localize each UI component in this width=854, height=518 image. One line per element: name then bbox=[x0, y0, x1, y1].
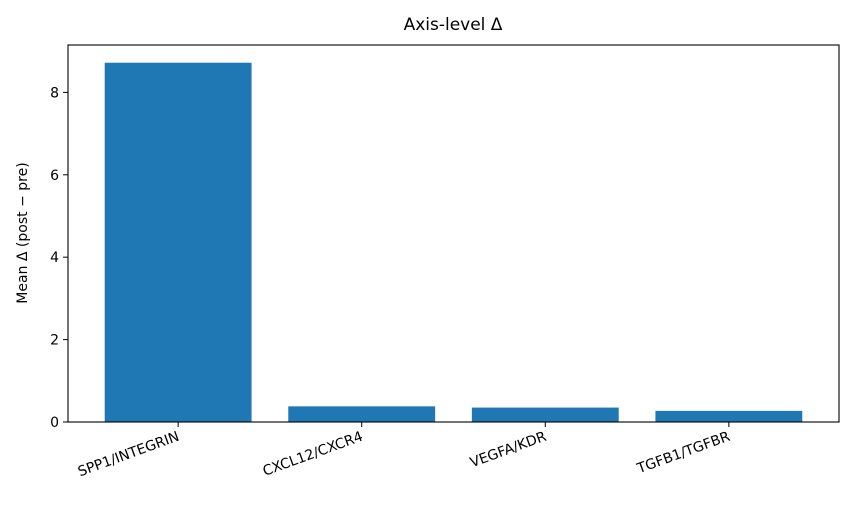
x-tick-label: TGFB1/TGFBR bbox=[634, 429, 732, 478]
bar-cxcl12-cxcr4 bbox=[288, 406, 436, 422]
x-ticks-group: SPP1/INTEGRIN CXCL12/CXCR4 VEGFA/KDR TGFB1/… bbox=[76, 422, 732, 480]
bar-vegfa-kdr bbox=[471, 407, 619, 422]
y-tick-label: 2 bbox=[50, 333, 59, 349]
x-tick-label: SPP1/INTEGRIN bbox=[76, 429, 182, 480]
x-tick-label: VEGFA/KDR bbox=[468, 429, 549, 471]
bar-tgfb1-tgfbr bbox=[655, 410, 803, 422]
bar-spp1-integrin bbox=[104, 62, 252, 422]
bars-group bbox=[104, 62, 803, 422]
x-tick-label: CXCL12/CXCR4 bbox=[261, 429, 365, 480]
y-tick-label: 4 bbox=[50, 250, 59, 266]
y-tick-label: 8 bbox=[50, 85, 59, 101]
y-axis-label: Mean Δ (post − pre) bbox=[15, 162, 31, 303]
y-ticks-group: 0 2 4 6 8 bbox=[50, 85, 68, 431]
y-tick-label: 6 bbox=[50, 168, 59, 184]
plot-frame bbox=[67, 44, 840, 423]
y-tick-label: 0 bbox=[50, 415, 59, 431]
chart-title: Axis-level Δ bbox=[404, 15, 503, 35]
